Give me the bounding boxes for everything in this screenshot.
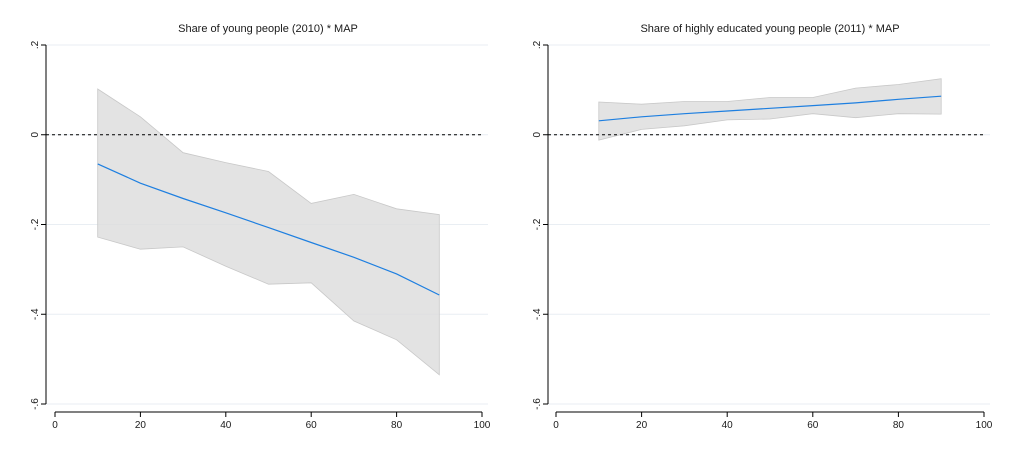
estimate-line	[598, 95, 942, 122]
x-tick-label: 20	[135, 420, 147, 431]
y-tick-label: 0	[532, 132, 543, 138]
x-tick-label: 60	[306, 420, 318, 431]
x-tick-label: 40	[722, 420, 734, 431]
y-tick-label: .2	[532, 40, 543, 49]
chart-title: Share of highly educated young people (2…	[640, 23, 899, 35]
y-tick-label: -.6	[30, 398, 41, 410]
y-tick-label: -.2	[532, 218, 543, 230]
y-tick-label: -.4	[532, 308, 543, 320]
x-tick-label: 80	[391, 420, 403, 431]
y-tick-label: -.2	[30, 218, 41, 230]
y-tick-label: -.6	[532, 398, 543, 410]
chart-title: Share of young people (2010) * MAP	[178, 23, 358, 35]
y-tick-label: -.4	[30, 308, 41, 320]
x-tick-label: 80	[893, 420, 905, 431]
x-tick-label: 60	[807, 420, 819, 431]
x-tick-label: 20	[636, 420, 648, 431]
estimate-line	[97, 163, 440, 296]
x-tick-label: 40	[220, 420, 232, 431]
confidence-band	[598, 78, 942, 141]
x-tick-label: 100	[976, 420, 993, 431]
x-tick-label: 100	[474, 420, 491, 431]
x-tick-label: 0	[52, 420, 58, 431]
panel-highly-educated: Share of highly educated young people (2…	[532, 23, 993, 431]
panel-young-people: Share of young people (2010) * MAP .2 0 -.…	[30, 23, 491, 431]
y-tick-label: 0	[30, 132, 41, 138]
x-tick-label: 0	[553, 420, 559, 431]
confidence-band	[97, 88, 440, 376]
y-tick-label: .2	[30, 40, 41, 49]
